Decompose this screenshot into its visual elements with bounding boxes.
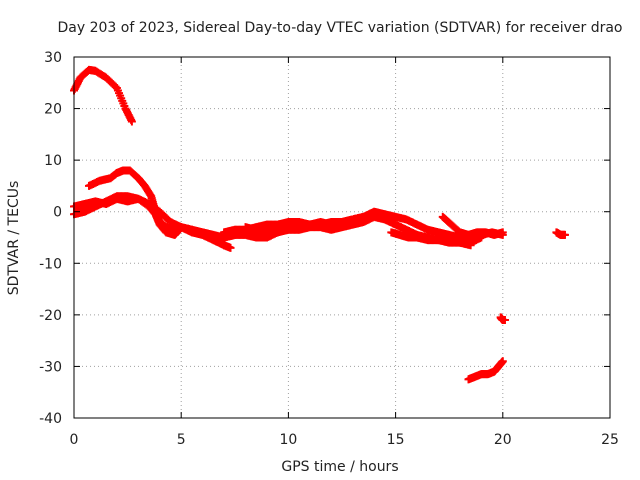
x-axis-label: GPS time / hours xyxy=(281,459,398,475)
data-point xyxy=(498,357,507,366)
series-track-9 xyxy=(438,212,507,239)
y-tick-label: 10 xyxy=(44,153,62,169)
x-tick-label: 5 xyxy=(177,432,186,448)
y-tick-label: -30 xyxy=(39,359,62,375)
y-axis-ticks: 30 20 10 0 -10 -20 -30 -40 xyxy=(39,50,610,427)
plot-frame xyxy=(73,56,611,419)
series-track-8 xyxy=(387,228,486,247)
data-point xyxy=(391,215,400,224)
data-point xyxy=(226,243,235,252)
y-tick-label: 0 xyxy=(53,205,62,221)
y-tick-label: -20 xyxy=(39,308,62,324)
grid-lines xyxy=(74,57,610,418)
x-tick-label: 0 xyxy=(70,432,79,448)
y-axis-label: SDTVAR / TECUs xyxy=(6,181,22,296)
x-axis-ticks: 0 5 10 15 20 25 xyxy=(70,57,619,448)
series-track-1 xyxy=(70,65,136,126)
y-tick-label: 20 xyxy=(44,102,62,118)
x-tick-label: 10 xyxy=(279,432,297,448)
x-tick-label: 25 xyxy=(601,432,619,448)
series-track-11 xyxy=(496,313,509,325)
y-tick-label: 30 xyxy=(44,50,62,66)
series-track-12 xyxy=(552,228,569,239)
series-track-10 xyxy=(464,357,507,384)
y-tick-label: -40 xyxy=(39,411,62,427)
data-points xyxy=(70,65,569,384)
x-tick-label: 15 xyxy=(387,432,405,448)
y-tick-label: -10 xyxy=(39,256,62,272)
data-point xyxy=(127,117,136,126)
data-point xyxy=(560,230,569,239)
data-point xyxy=(500,316,509,325)
series-track-7 xyxy=(241,210,400,237)
chart-title: Day 203 of 2023, Sidereal Day-to-day VTE… xyxy=(57,20,622,36)
x-tick-label: 20 xyxy=(494,432,512,448)
data-point xyxy=(498,228,507,237)
